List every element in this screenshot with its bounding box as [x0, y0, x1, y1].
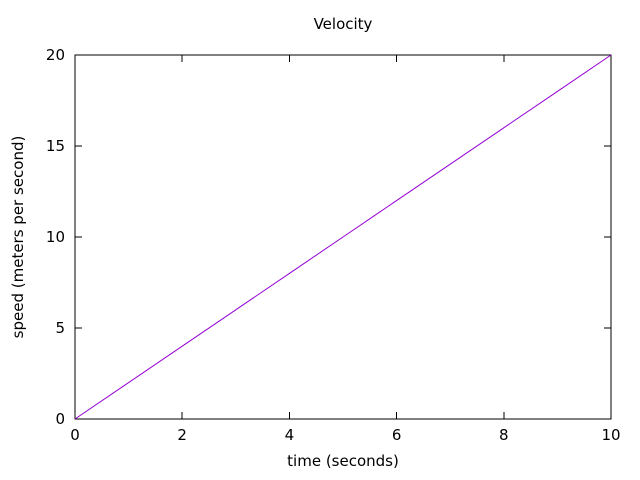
y-tick-label: 0	[55, 410, 65, 428]
x-tick-label: 2	[177, 426, 187, 444]
x-tick-label: 10	[601, 426, 620, 444]
x-axis-label: time (seconds)	[287, 452, 399, 470]
chart-title: Velocity	[313, 15, 373, 33]
x-tick-label: 4	[285, 426, 295, 444]
y-tick-label: 15	[46, 137, 65, 155]
y-axis-label: speed (meters per second)	[9, 135, 27, 339]
y-tick-label: 10	[46, 228, 65, 246]
y-tick-label: 20	[46, 46, 65, 64]
data-line	[74, 54, 612, 420]
x-tick-label: 6	[392, 426, 402, 444]
x-tick-label: 0	[70, 426, 80, 444]
x-tick-label: 8	[499, 426, 509, 444]
y-tick-label: 5	[55, 319, 65, 337]
